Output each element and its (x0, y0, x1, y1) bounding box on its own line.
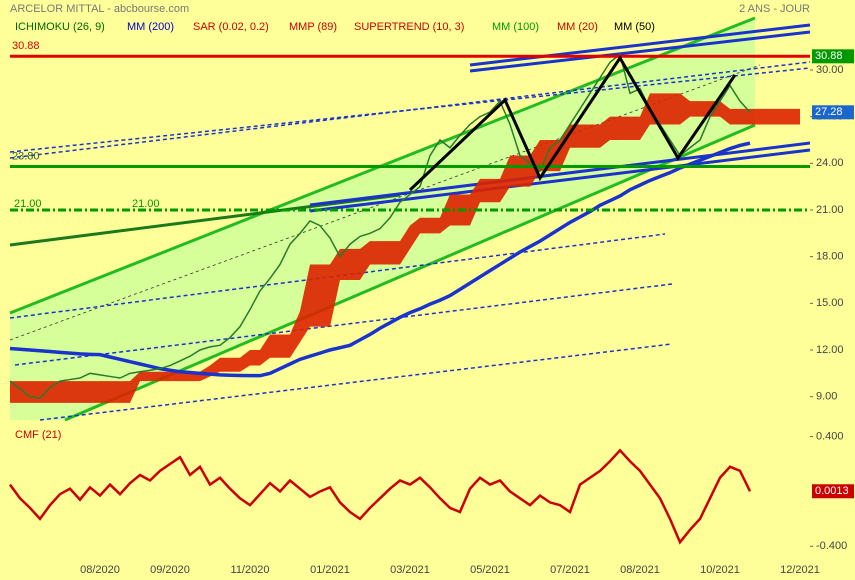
cmf-title: CMF (21) (15, 429, 61, 441)
legend-entry: MM (100) (492, 21, 539, 33)
y-tick-label: 15.00 (816, 297, 844, 309)
y-tick-label: 9.00 (816, 391, 837, 403)
x-tick-label: 03/2021 (390, 564, 430, 576)
x-tick-label: 05/2021 (470, 564, 510, 576)
legend-entry: MM (50) (614, 21, 655, 33)
x-tick-label: 09/2020 (150, 564, 190, 576)
legend-entry: SUPERTREND (10, 3) (354, 21, 464, 33)
zigzag (408, 55, 737, 192)
price-line (9, 53, 751, 400)
cmf-tick-label: 0.400 (816, 431, 844, 443)
dashed-line (9, 67, 811, 153)
ma200-line (9, 141, 751, 378)
cmf-line (8, 448, 752, 545)
level-label: 21.00 (14, 198, 42, 210)
ichimoku-cloud (10, 93, 800, 403)
trend-line (469, 23, 811, 67)
chart-title: ARCELOR MITTAL - abcbourse.com (10, 3, 189, 15)
value-box (812, 484, 854, 499)
value-box (812, 105, 854, 120)
dashed-line (14, 283, 673, 366)
y-tick-label: 18.00 (816, 251, 844, 263)
channel-fill (10, 18, 755, 420)
legend-entry: ICHIMOKU (26, 9) (15, 21, 105, 33)
x-tick-label: 01/2021 (310, 564, 350, 576)
value-box-label: 30.88 (815, 50, 843, 62)
x-tick-label: 11/2020 (231, 564, 270, 576)
trend-line (309, 141, 811, 207)
level-label: 30.88 (12, 40, 40, 52)
cmf-tick-label: -0.400 (816, 540, 847, 552)
y-tick-label: 12.00 (816, 344, 844, 356)
legend-entry: SAR (0.02, 0.2) (193, 21, 269, 33)
value-box-label: 27.28 (815, 106, 843, 118)
legend-entry: MM (20) (557, 21, 598, 33)
trend-drawings (9, 16, 811, 422)
level-label: 21.00 (132, 198, 160, 210)
x-tick-label: 08/2021 (620, 564, 660, 576)
x-tick-label: 08/2020 (80, 564, 120, 576)
value-box (812, 49, 854, 64)
data-layer (9, 53, 810, 403)
period: 2 ANS - JOUR (739, 3, 810, 15)
legend-entry: MM (200) (127, 21, 174, 33)
y-tick-label: 30.00 (816, 64, 844, 76)
trend-line (309, 148, 811, 213)
y-tick-label: 21.00 (816, 204, 844, 216)
level-label: 23.80 (12, 150, 40, 162)
value-box-label: 0.0013 (815, 485, 849, 497)
x-tick-label: 07/2021 (550, 564, 590, 576)
legend-entry: MMP (89) (289, 21, 337, 33)
mid-line (9, 64, 761, 341)
x-tick-label: 10/2021 (700, 564, 740, 576)
trend-line (469, 30, 811, 73)
x-tick-label: 12/2021 (780, 564, 820, 576)
dashed-line (39, 343, 673, 421)
y-tick-label: 24.00 (816, 157, 844, 169)
